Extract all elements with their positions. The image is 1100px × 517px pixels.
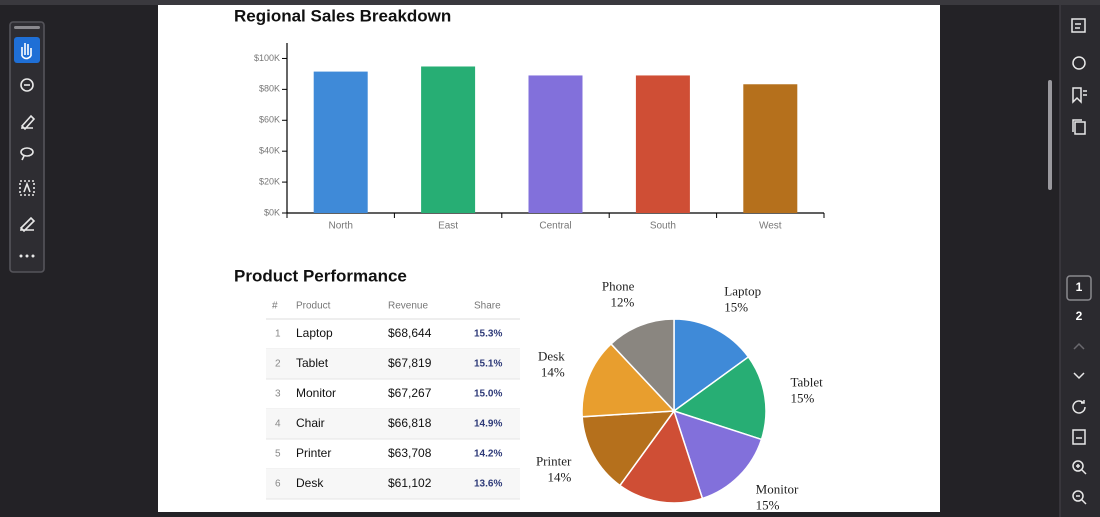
y-tick-label: $40K bbox=[259, 146, 280, 156]
pie-slice bbox=[609, 318, 675, 413]
highlight-tool[interactable] bbox=[20, 114, 36, 131]
chart-title: Regional Sales Breakdown bbox=[234, 6, 451, 25]
column-header: Share bbox=[474, 301, 501, 312]
table-cell: 14.2% bbox=[474, 449, 502, 460]
pie-label: Phone bbox=[602, 279, 635, 294]
pie-slice bbox=[672, 355, 767, 441]
y-tick-label: $100K bbox=[254, 53, 280, 63]
x-tick-label: North bbox=[328, 221, 352, 232]
column-header: Revenue bbox=[388, 301, 428, 312]
table-cell: $63,708 bbox=[388, 446, 432, 460]
table-cell: $67,819 bbox=[388, 356, 432, 370]
table-cell: 15.0% bbox=[474, 389, 502, 400]
bar bbox=[313, 71, 368, 213]
pages-icon[interactable] bbox=[1072, 119, 1086, 135]
table-cell: $61,102 bbox=[388, 476, 432, 490]
table-cell: 5 bbox=[275, 449, 281, 460]
row-band bbox=[266, 469, 520, 499]
table-cell: 6 bbox=[275, 479, 281, 490]
table-cell: 15.1% bbox=[474, 359, 502, 370]
pie-value-label: 15% bbox=[724, 299, 748, 314]
table-cell: 14.9% bbox=[474, 419, 502, 430]
page-number[interactable]: 1 bbox=[1076, 280, 1083, 294]
y-tick-label: $80K bbox=[259, 84, 280, 94]
pie-slice bbox=[618, 409, 704, 504]
hand-tool[interactable] bbox=[14, 37, 40, 63]
row-band bbox=[266, 409, 520, 439]
table-cell: 2 bbox=[275, 359, 281, 370]
pie-label: Tablet bbox=[790, 375, 823, 390]
edit-icon[interactable] bbox=[1071, 18, 1086, 33]
table-cell: $66,818 bbox=[388, 416, 432, 430]
page-box[interactable] bbox=[1066, 275, 1092, 301]
bar bbox=[635, 75, 690, 213]
scrollbar[interactable] bbox=[1048, 80, 1052, 190]
next-page[interactable] bbox=[1073, 372, 1085, 380]
table-cell: $68,644 bbox=[388, 326, 432, 340]
x-tick-label: West bbox=[759, 221, 782, 232]
pie-value-label: 15% bbox=[790, 391, 814, 406]
table-cell: 15.3% bbox=[474, 329, 502, 340]
x-tick-label: Central bbox=[539, 221, 571, 232]
prev-page[interactable] bbox=[1073, 342, 1085, 350]
draw-tool[interactable] bbox=[20, 147, 34, 161]
table-cell: 13.6% bbox=[474, 479, 502, 490]
zoom-in[interactable] bbox=[1072, 460, 1087, 475]
table-cell: $67,267 bbox=[388, 386, 432, 400]
left-toolbar bbox=[9, 21, 45, 273]
y-tick-label: $60K bbox=[259, 115, 280, 125]
pie-value-label: 12% bbox=[611, 295, 635, 310]
top-bar bbox=[0, 0, 1100, 5]
x-tick-label: South bbox=[650, 221, 676, 232]
more-tool[interactable] bbox=[19, 254, 35, 258]
y-tick-label: $20K bbox=[259, 176, 280, 186]
pie-value-label: 15% bbox=[756, 498, 780, 513]
bar bbox=[743, 84, 798, 213]
table-cell: 1 bbox=[275, 329, 281, 340]
pie-label: Laptop bbox=[724, 283, 761, 298]
pie-slice bbox=[581, 342, 676, 418]
bar bbox=[528, 75, 583, 213]
pie-slice bbox=[581, 410, 676, 487]
column-header: Product bbox=[296, 301, 331, 312]
pie-slice bbox=[673, 318, 750, 413]
y-tick-label: $0K bbox=[264, 207, 280, 217]
column-header: # bbox=[272, 301, 278, 312]
rotate[interactable] bbox=[1072, 400, 1086, 414]
table-cell: Desk bbox=[296, 476, 324, 490]
table-cell: 4 bbox=[275, 419, 281, 430]
pie-label: Desk bbox=[538, 348, 565, 363]
table-cell: Monitor bbox=[296, 386, 336, 400]
table-cell: 3 bbox=[275, 389, 281, 400]
pie-label: Printer bbox=[536, 454, 572, 469]
table-cell: Chair bbox=[296, 416, 325, 430]
zoom-out[interactable] bbox=[1072, 490, 1087, 505]
table-cell: Printer bbox=[296, 446, 331, 460]
pie-value-label: 14% bbox=[547, 470, 571, 485]
x-tick-label: East bbox=[438, 221, 458, 232]
text-tool[interactable] bbox=[19, 180, 35, 196]
comments-icon[interactable] bbox=[1072, 56, 1086, 70]
table-cell: Laptop bbox=[296, 326, 333, 340]
pie-label: Monitor bbox=[756, 482, 799, 497]
page-number[interactable]: 2 bbox=[1076, 309, 1083, 323]
sign-tool[interactable] bbox=[19, 216, 36, 233]
bookmarks-icon[interactable] bbox=[1072, 87, 1087, 104]
row-band bbox=[266, 349, 520, 379]
bar bbox=[421, 66, 476, 213]
section-title: Product Performance bbox=[234, 266, 407, 285]
pie-value-label: 14% bbox=[541, 364, 565, 379]
right-sidebar bbox=[1059, 5, 1100, 517]
fit-page[interactable] bbox=[1072, 429, 1086, 445]
table-cell: Tablet bbox=[296, 356, 329, 370]
document: Regional Sales Breakdown $0K $20K $40K $60K $… bbox=[234, 6, 825, 513]
comment-tool[interactable] bbox=[20, 78, 34, 92]
